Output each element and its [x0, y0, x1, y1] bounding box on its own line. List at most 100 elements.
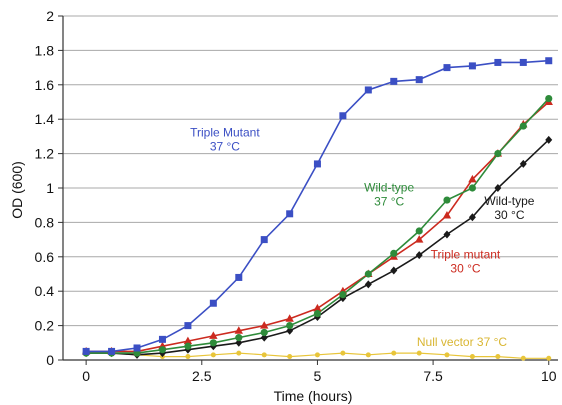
data-point-s1-15 — [468, 184, 477, 192]
data-point-s0-15 — [468, 62, 476, 70]
data-point-s0-17 — [519, 58, 527, 66]
y-tick-label-9: 1.8 — [35, 42, 55, 58]
data-point-s3-18 — [545, 135, 553, 144]
annotation-2-line-1: 30 °C — [494, 208, 524, 222]
data-point-s2-8 — [285, 314, 294, 322]
data-point-s0-16 — [494, 58, 502, 66]
data-point-s0-7 — [260, 236, 268, 244]
data-point-s0-10 — [339, 112, 347, 120]
data-point-s2-14 — [442, 211, 452, 219]
data-point-s0-5 — [209, 299, 217, 307]
data-point-s1-4 — [184, 342, 192, 350]
data-point-s4-12 — [391, 350, 397, 356]
data-point-s3-11 — [364, 280, 372, 289]
data-point-s4-10 — [340, 350, 346, 356]
y-tick-label-2: 0.4 — [35, 283, 55, 299]
data-point-s1-17 — [519, 122, 527, 130]
x-tick-label-0: 0 — [82, 368, 90, 384]
y-tick-label-8: 1.6 — [35, 77, 55, 93]
data-point-s1-13 — [415, 227, 423, 235]
data-point-s0-0 — [82, 347, 90, 355]
data-point-s0-11 — [364, 86, 372, 94]
x-tick-label-3: 7.5 — [423, 368, 443, 384]
data-point-s2-4 — [183, 336, 193, 345]
series-markers — [81, 57, 553, 361]
data-point-s4-14 — [444, 352, 450, 358]
data-point-s3-16 — [494, 184, 502, 192]
y-tick-labels: 0 0.2 0.4 0.6 0.8 1 1.2 1.4 1.6 1.8 2 — [35, 8, 55, 368]
data-point-s4-11 — [365, 352, 371, 358]
data-point-s1-16 — [494, 150, 502, 158]
data-point-s4-18 — [546, 355, 552, 361]
x-tick-label-4: 10 — [541, 368, 557, 384]
data-point-s3-12 — [390, 266, 398, 275]
annotation-4-line-0: Null vector 37 °C — [417, 335, 507, 349]
data-point-s0-6 — [235, 273, 243, 281]
data-point-s1-5 — [209, 339, 217, 347]
data-point-s1-7 — [260, 328, 268, 337]
x-tick-labels: 0 2.5 5 7.5 10 — [82, 368, 557, 384]
data-point-s0-18 — [545, 57, 553, 65]
annotation-0-line-0: Triple Mutant — [190, 125, 260, 139]
annotation-4: Null vector 37 °C — [417, 335, 507, 349]
y-tick-label-5: 1 — [46, 180, 54, 196]
data-point-s3-15 — [468, 213, 476, 222]
data-point-s3-8 — [286, 326, 294, 335]
data-point-s1-3 — [158, 346, 167, 354]
data-point-s0-2 — [133, 344, 141, 352]
y-tick-label-7: 1.4 — [35, 111, 55, 127]
data-point-s1-6 — [235, 334, 243, 342]
data-point-s3-7 — [260, 333, 268, 342]
data-point-s1-14 — [443, 196, 451, 204]
y-axis-title: OD (600) — [9, 161, 25, 219]
data-point-s2-6 — [234, 326, 243, 334]
data-point-s0-3 — [158, 335, 166, 343]
data-point-s1-9 — [313, 309, 322, 318]
annotation-3-line-0: Triple mutant — [431, 248, 501, 262]
annotation-3-line-1: 30 °C — [450, 262, 480, 276]
data-point-s2-7 — [260, 321, 269, 329]
annotation-1-line-1: 37 °C — [374, 194, 404, 208]
data-point-s4-16 — [495, 354, 501, 360]
data-point-s4-5 — [210, 352, 216, 358]
data-point-s4-13 — [416, 350, 422, 356]
x-tick-label-2: 5 — [314, 368, 322, 384]
data-point-s4-17 — [520, 355, 526, 361]
annotation-1: Wild-type 37 °C — [364, 180, 414, 208]
data-point-s2-13 — [415, 235, 424, 243]
data-point-s1-18 — [545, 94, 553, 103]
data-point-s4-7 — [261, 352, 267, 358]
data-point-s4-4 — [185, 354, 191, 360]
annotation-2-line-0: Wild-type — [484, 194, 534, 208]
data-point-s2-9 — [313, 303, 322, 312]
data-point-s0-12 — [390, 77, 398, 85]
y-tick-label-6: 1.2 — [35, 146, 55, 162]
data-point-s2-5 — [209, 331, 218, 339]
data-point-s0-14 — [443, 64, 451, 72]
data-point-s0-8 — [286, 210, 294, 218]
y-tick-label-1: 0.2 — [35, 318, 55, 334]
y-tick-label-0: 0 — [46, 352, 54, 368]
data-point-s2-15 — [468, 174, 477, 183]
annotation-2: Wild-type 30 °C — [484, 194, 534, 222]
data-point-s4-8 — [287, 354, 293, 360]
data-point-s4-15 — [469, 354, 475, 360]
data-point-s0-4 — [184, 322, 192, 330]
data-point-s4-6 — [236, 350, 242, 356]
grid-lines — [63, 15, 558, 327]
data-point-s4-9 — [314, 352, 320, 358]
annotation-3: Triple mutant 30 °C — [431, 248, 501, 276]
annotation-1-line-0: Wild-type — [364, 180, 414, 194]
data-point-s3-17 — [519, 159, 527, 168]
y-tick-label-4: 0.8 — [35, 214, 55, 230]
y-tick-label-3: 0.6 — [35, 249, 55, 265]
data-point-s0-1 — [108, 347, 116, 355]
data-point-s0-9 — [313, 160, 321, 168]
data-point-s1-8 — [286, 322, 294, 330]
data-point-s1-10 — [339, 291, 347, 299]
annotation-0: Triple Mutant 37 °C — [190, 125, 260, 153]
axes — [58, 15, 558, 365]
data-point-s3-14 — [443, 230, 451, 239]
